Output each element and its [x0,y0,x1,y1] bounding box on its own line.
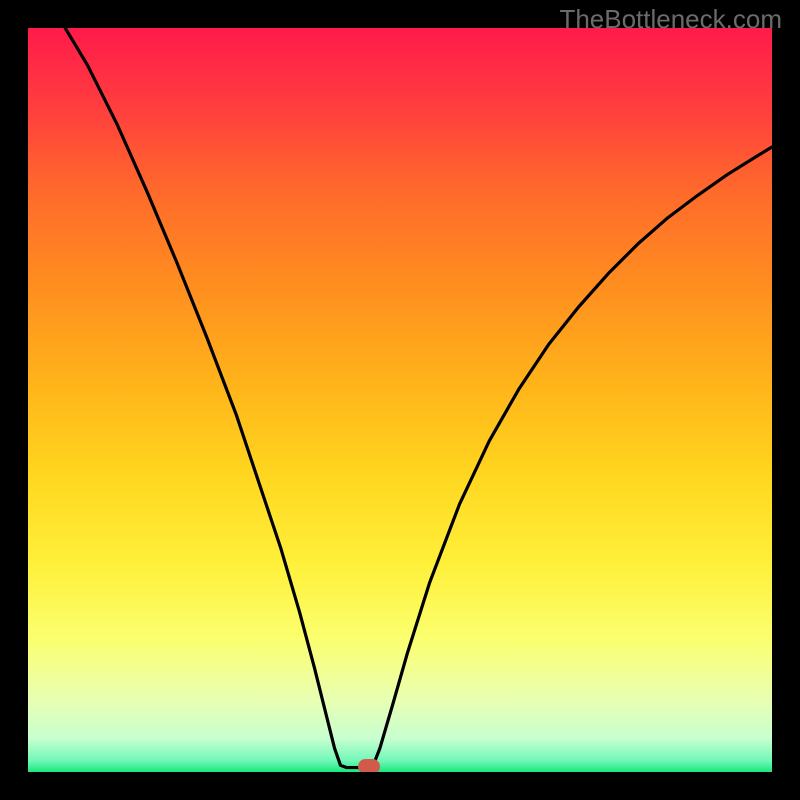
watermark-text: TheBottleneck.com [559,4,782,35]
plot-svg [28,28,772,772]
plot-area [28,28,772,772]
chart-stage: TheBottleneck.com [0,0,800,800]
minimum-marker [358,759,380,772]
gradient-background [28,28,772,772]
